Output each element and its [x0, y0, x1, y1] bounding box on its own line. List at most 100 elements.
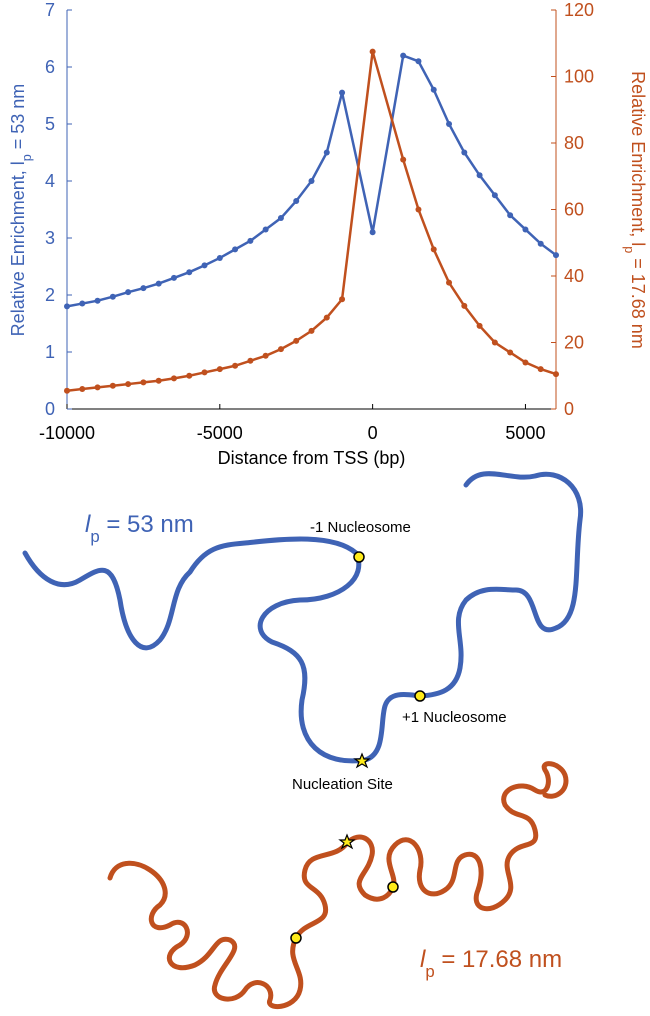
y-tick-label: 0: [45, 399, 55, 419]
data-point: [216, 366, 223, 373]
data-point: [125, 289, 132, 296]
data-point: [476, 172, 483, 179]
y-tick-label: 5: [45, 114, 55, 134]
label-part: p: [622, 246, 636, 253]
data-point: [415, 206, 422, 213]
data-point: [553, 252, 559, 259]
data-point: [155, 280, 162, 287]
data-point: [537, 366, 544, 373]
data-point: [476, 322, 483, 329]
y2-tick-label: 80: [564, 133, 584, 153]
data-point: [247, 237, 254, 244]
nucleosome-marker: [414, 690, 426, 702]
label-part: l: [420, 946, 426, 973]
data-point: [125, 381, 132, 388]
label-part: = 17.68 nm: [628, 253, 648, 349]
data-point: [400, 156, 407, 163]
data-point: [293, 337, 300, 344]
nucleosome-marker: [387, 881, 399, 893]
data-point: [522, 359, 529, 366]
label-part: Relative Enrichment, l: [628, 71, 648, 246]
x-tick-label: -5000: [197, 423, 243, 443]
y2-axis-label: Relative Enrichment, lp = 17.68 nm: [622, 71, 648, 349]
nucleosome-marker: [290, 932, 302, 944]
annotation: Nucleation Site: [292, 776, 393, 793]
data-point: [323, 314, 330, 321]
y-tick-label: 1: [45, 342, 55, 362]
nucleation-star: [338, 833, 356, 850]
red-polymer: [107, 761, 569, 1010]
data-point: [415, 58, 422, 65]
persistence-label: lp = 17.68 nm: [420, 946, 562, 981]
data-point: [94, 384, 101, 391]
blue-polymer: [22, 471, 584, 764]
data-point: [461, 149, 468, 156]
label-part: = 53 nm: [8, 84, 28, 155]
data-point: [247, 357, 254, 364]
data-point: [186, 372, 193, 379]
data-point: [430, 246, 437, 253]
y-tick-label: 6: [45, 57, 55, 77]
y2-tick-label: 40: [564, 266, 584, 286]
persistence-label: lp = 53 nm: [85, 511, 194, 546]
data-point: [507, 212, 514, 219]
data-point: [537, 240, 544, 247]
data-point: [277, 346, 284, 353]
y2-tick-label: 60: [564, 200, 584, 220]
y2-tick-label: 20: [564, 333, 584, 353]
data-point: [79, 300, 86, 307]
label-part: p: [20, 154, 34, 161]
y-axis-label: Relative Enrichment, lp = 53 nm: [8, 84, 34, 337]
data-point: [64, 387, 70, 394]
label-part: l: [85, 511, 91, 538]
data-point: [201, 369, 208, 376]
annotation: +1 Nucleosome: [402, 709, 507, 726]
data-point: [293, 197, 300, 204]
data-point: [94, 297, 101, 304]
data-point: [507, 349, 514, 356]
data-point: [461, 302, 468, 309]
data-point: [308, 178, 315, 184]
data-point: [491, 192, 498, 199]
data-point: [262, 226, 269, 233]
data-point: [400, 52, 407, 59]
data-point: [339, 296, 346, 303]
data-point: [522, 226, 529, 233]
data-point: [369, 229, 376, 236]
label-part: = 17.68 nm: [435, 946, 562, 973]
data-point: [79, 386, 86, 393]
data-point: [553, 371, 559, 378]
nucleation-star: [353, 752, 371, 769]
data-point: [308, 327, 315, 334]
label-part: p: [90, 527, 99, 546]
y-tick-label: 7: [45, 0, 55, 20]
label-part: p: [425, 962, 434, 981]
series-line: [66, 51, 557, 392]
data-point: [216, 254, 223, 261]
data-point: [109, 382, 116, 389]
data-point: [186, 269, 193, 276]
y-tick-label: 4: [45, 171, 55, 191]
data-point: [277, 215, 284, 222]
data-point: [430, 86, 437, 93]
label-part: = 53 nm: [100, 511, 194, 538]
data-point: [446, 121, 453, 127]
y-tick-label: 2: [45, 285, 55, 305]
y-tick-label: 3: [45, 228, 55, 248]
x-tick-label: 5000: [505, 423, 545, 443]
data-point: [140, 285, 147, 292]
x-tick-label: 0: [368, 423, 378, 443]
x-tick-label: -10000: [39, 423, 95, 443]
data-point: [170, 375, 177, 382]
data-point: [232, 246, 239, 253]
diagram: lp = 53 nm -1 Nucleosome +1 Nucleosome N…: [22, 471, 584, 1010]
data-point: [491, 339, 498, 346]
data-point: [369, 48, 376, 55]
nucleosome-marker: [353, 551, 365, 563]
data-point: [64, 303, 70, 310]
data-point: [140, 379, 147, 386]
y2-tick-label: 120: [564, 0, 594, 20]
chart: -10000 -5000 0 5000 0 1 2 3 4 5 6 7 0 20 40 60 80 100 120 D…: [8, 0, 648, 468]
data-point: [262, 352, 269, 359]
